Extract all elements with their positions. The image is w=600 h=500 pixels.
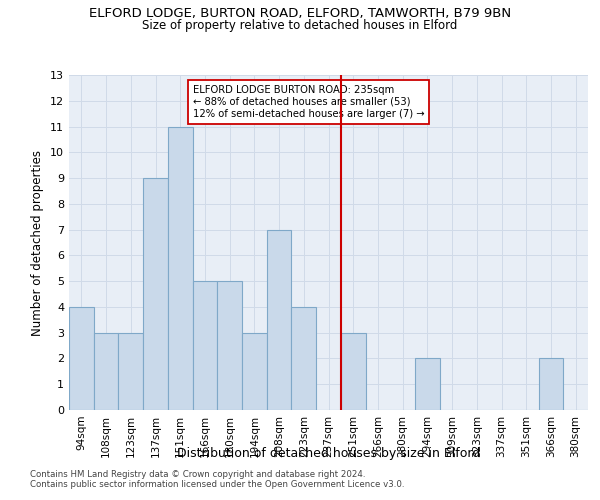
- Text: ELFORD LODGE BURTON ROAD: 235sqm
← 88% of detached houses are smaller (53)
12% o: ELFORD LODGE BURTON ROAD: 235sqm ← 88% o…: [193, 86, 424, 118]
- Bar: [267, 230, 292, 410]
- Bar: [292, 307, 316, 410]
- Bar: [415, 358, 440, 410]
- Text: Contains public sector information licensed under the Open Government Licence v3: Contains public sector information licen…: [30, 480, 404, 489]
- Bar: [539, 358, 563, 410]
- Text: Distribution of detached houses by size in Elford: Distribution of detached houses by size …: [177, 448, 481, 460]
- Text: Contains HM Land Registry data © Crown copyright and database right 2024.: Contains HM Land Registry data © Crown c…: [30, 470, 365, 479]
- Y-axis label: Number of detached properties: Number of detached properties: [31, 150, 44, 336]
- Bar: [118, 332, 143, 410]
- Bar: [341, 332, 365, 410]
- Bar: [143, 178, 168, 410]
- Bar: [217, 281, 242, 410]
- Bar: [193, 281, 217, 410]
- Bar: [242, 332, 267, 410]
- Bar: [168, 126, 193, 410]
- Text: ELFORD LODGE, BURTON ROAD, ELFORD, TAMWORTH, B79 9BN: ELFORD LODGE, BURTON ROAD, ELFORD, TAMWO…: [89, 8, 511, 20]
- Bar: [69, 307, 94, 410]
- Bar: [94, 332, 118, 410]
- Text: Size of property relative to detached houses in Elford: Size of property relative to detached ho…: [142, 18, 458, 32]
